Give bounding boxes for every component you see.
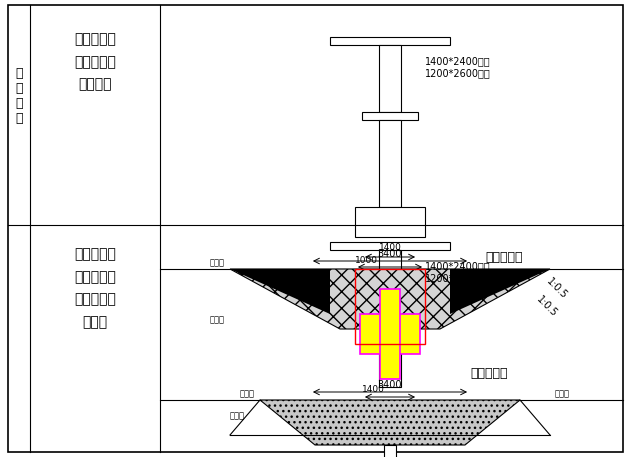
Polygon shape [230, 269, 550, 329]
Text: 砂石混合料: 砂石混合料 [485, 251, 523, 264]
Bar [355, 207, 425, 237]
Text: 1400*2400大梁
1200*2600大梁: 1400*2400大梁 1200*2600大梁 [425, 261, 491, 283]
Bar [360, 314, 420, 354]
Text: 原地面: 原地面 [210, 258, 225, 267]
Text: 1:0.5: 1:0.5 [545, 277, 570, 301]
Text: 原地面: 原地面 [210, 315, 225, 324]
Bar [379, 120, 401, 207]
Text: 承台、立柱
处换填断面
图（未回填
部分）: 承台、立柱 处换填断面 图（未回填 部分） [74, 247, 116, 329]
Text: 无承台处断
面图（未回
填部分）: 无承台处断 面图（未回 填部分） [74, 32, 116, 91]
Bar [380, 289, 400, 379]
Bar [330, 242, 450, 250]
Text: 3400: 3400 [378, 380, 403, 390]
Polygon shape [230, 269, 330, 314]
Bar [379, 322, 401, 387]
Bar [379, 45, 401, 112]
Bar [362, 314, 418, 322]
Text: 原地面: 原地面 [230, 411, 245, 420]
Bar [355, 269, 425, 344]
Polygon shape [260, 400, 520, 445]
Bar [362, 112, 418, 120]
Text: 1400*2400大梁
1200*2600大梁: 1400*2400大梁 1200*2600大梁 [425, 56, 491, 78]
Bar [379, 250, 401, 314]
Text: 1:0.5: 1:0.5 [535, 295, 560, 319]
Text: 原地面: 原地面 [240, 389, 255, 398]
Text: 施
工
程
序: 施 工 程 序 [15, 67, 23, 125]
Bar [384, 445, 396, 457]
Bar [330, 37, 450, 45]
Polygon shape [450, 269, 550, 314]
Text: 1400: 1400 [379, 243, 401, 252]
Text: 1000: 1000 [355, 256, 378, 265]
Text: 砂石混合料: 砂石混合料 [470, 367, 508, 380]
Text: 1400: 1400 [362, 385, 385, 394]
Text: 3400: 3400 [378, 249, 403, 259]
Text: 原地面: 原地面 [555, 389, 570, 398]
